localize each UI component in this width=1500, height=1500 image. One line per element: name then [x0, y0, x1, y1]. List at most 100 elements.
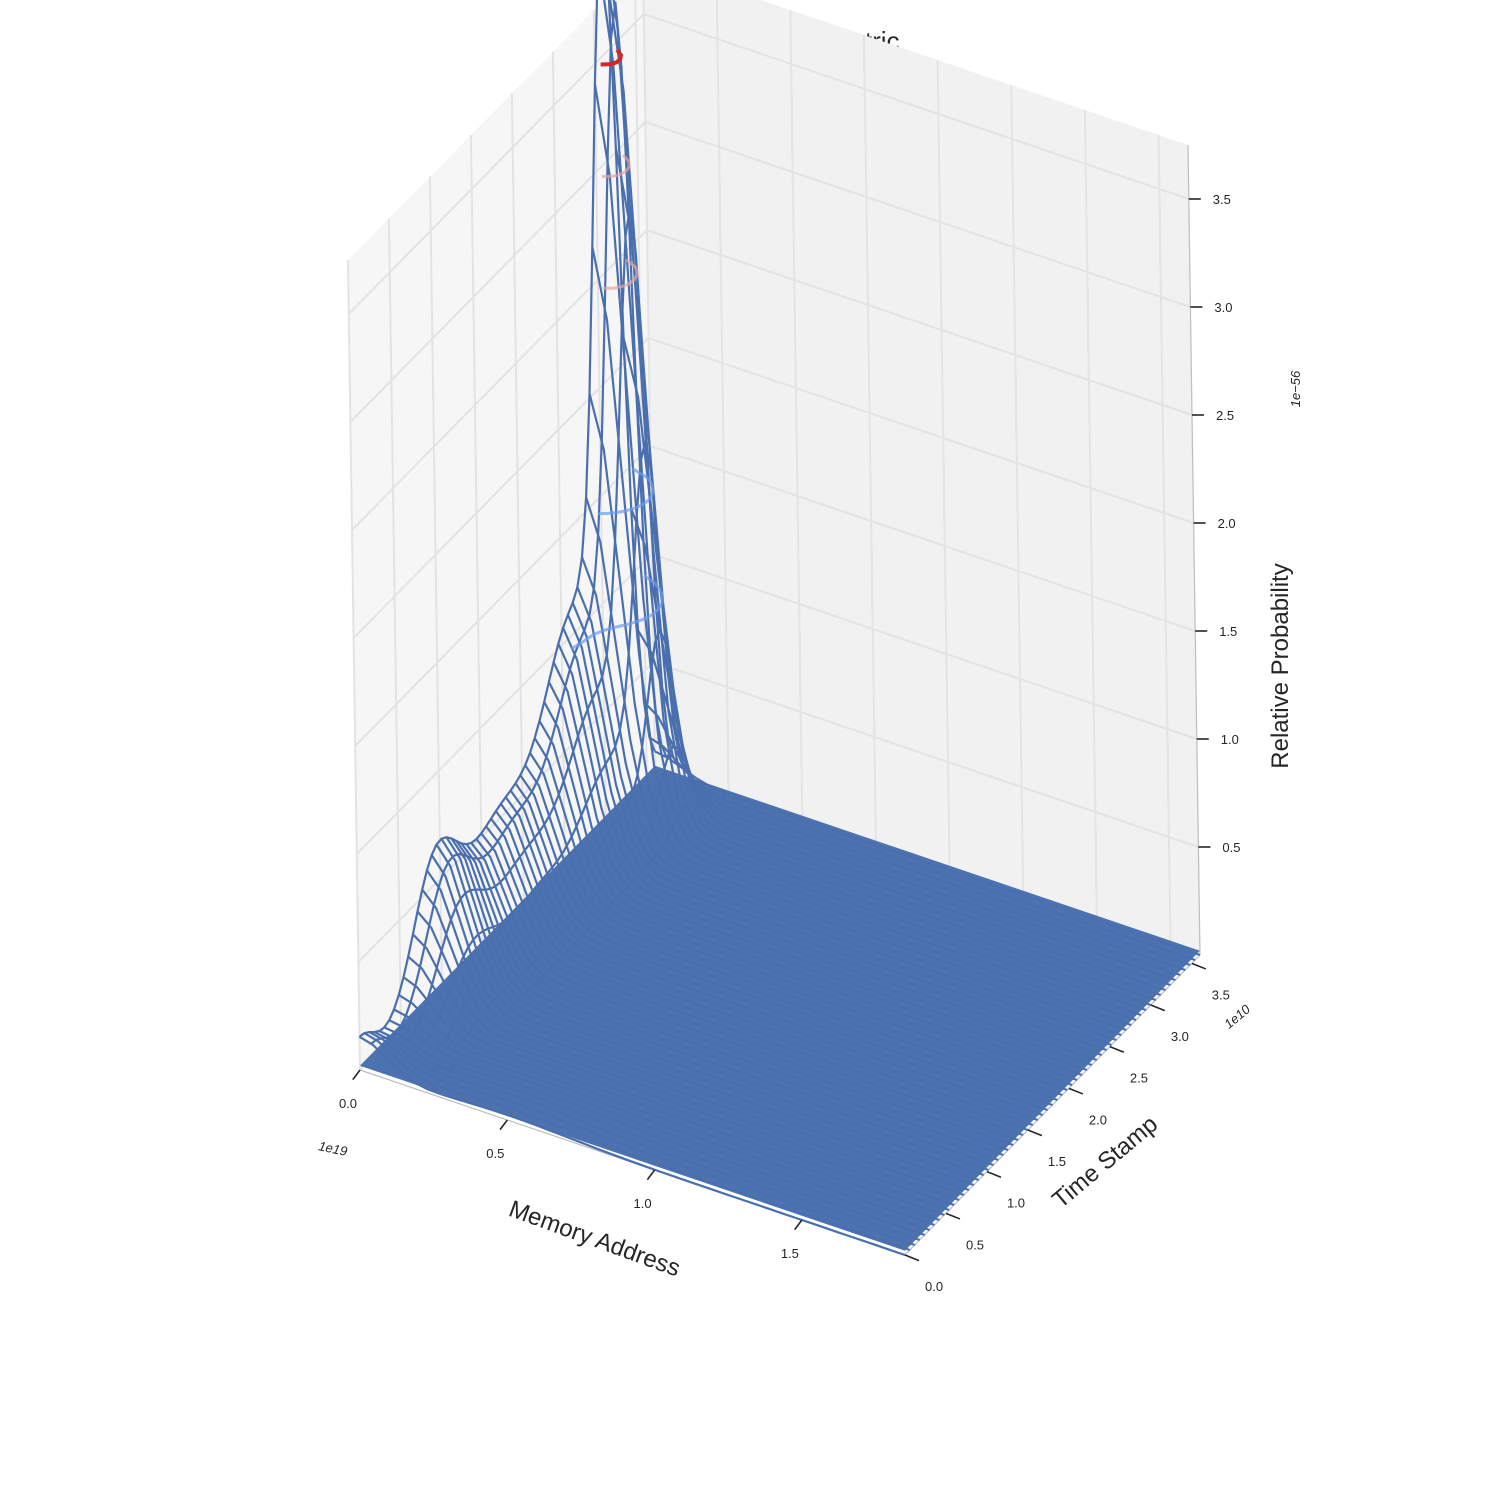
surface-wire-y: [591, 246, 1147, 1012]
surface-wire-y: [538, 720, 1088, 1072]
contour-line: [597, 467, 655, 516]
y-tick-tick: [1068, 1087, 1084, 1095]
contour-line: [600, 48, 624, 67]
z-gridline: [356, 552, 1198, 855]
y-tick-label: 2.0: [1089, 1112, 1107, 1127]
x-tick-label: 1.5: [781, 1246, 799, 1261]
surface-wire-y: [465, 843, 1014, 1147]
x-gridline: [1157, 134, 1172, 946]
z-axis-label: Relative Probability: [1267, 563, 1294, 768]
y-tick-tick: [986, 1170, 1002, 1179]
surface-wire-y: [363, 1032, 911, 1252]
surface-wire-y: [490, 818, 1039, 1122]
x-tick-label: 0.0: [339, 1096, 357, 1111]
x-gridline: [936, 59, 951, 871]
contour-line: [602, 154, 631, 179]
x-gridline: [1083, 109, 1098, 921]
surface-wire-y: [614, 147, 1171, 987]
surface-wire-y: [529, 752, 1078, 1082]
surface-wire-y: [622, 337, 1176, 982]
y-tick-tick: [1109, 1045, 1125, 1054]
surface-wire-y: [519, 774, 1068, 1092]
z-gridline: [352, 336, 1194, 639]
x-tick-label: 1.0: [634, 1196, 652, 1211]
surface-wire-y: [504, 796, 1053, 1107]
surface-wire-y: [562, 627, 1112, 1047]
surface-wire-y: [643, 701, 1191, 967]
surface-wire-y: [398, 994, 945, 1217]
z-tick-label: 0.5: [1222, 840, 1240, 855]
surface-wire-x: [429, 792, 727, 1092]
surface-wire-y: [416, 910, 965, 1197]
surface-wire-y: [499, 803, 1048, 1112]
surface-wire-y: [580, 556, 1132, 1027]
z-tick-label: 2.0: [1218, 516, 1236, 531]
surface-wire-x: [394, 440, 691, 1068]
z-tick-label: 3.5: [1213, 192, 1231, 207]
surface-wire-y: [593, 83, 1152, 1007]
contour-line: [602, 258, 639, 290]
z-tick-label: 1.0: [1221, 732, 1239, 747]
x-offset-label: 1e19: [317, 1138, 348, 1159]
surface-wire-y: [460, 842, 1009, 1152]
x-gridline: [862, 34, 877, 846]
axis-line-2: [1187, 144, 1201, 956]
surface-wire-y: [388, 1019, 935, 1227]
surface-wire-y: [373, 1031, 921, 1242]
x-tick-label: 0.5: [486, 1146, 504, 1161]
x-axis-label: Memory Address: [505, 1195, 683, 1282]
z-gridline: [348, 12, 1190, 315]
z-tick-label: 3.0: [1214, 300, 1232, 315]
surface-wire-y: [603, 0, 1157, 1002]
y-tick-label: 3.5: [1212, 987, 1230, 1002]
surface-wire-x: [370, 1, 668, 1045]
y-gridline: [347, 259, 361, 1071]
surface-wire-y: [435, 843, 985, 1177]
z-tick-label: 1.5: [1219, 624, 1237, 639]
x-gridline: [642, 0, 656, 771]
surface-wire-y: [495, 810, 1044, 1117]
y-gridline: [510, 93, 525, 904]
y-tick-tick: [945, 1212, 961, 1220]
y-offset-label: 1e10: [1221, 1001, 1253, 1032]
x-tick-tick: [646, 1169, 656, 1181]
z-gridline: [349, 120, 1191, 423]
surface-wire-y: [524, 764, 1073, 1087]
surface-wire-y: [612, 0, 1162, 997]
surface-wire-y: [378, 1030, 926, 1237]
surface-wire-x: [418, 745, 715, 1086]
surface-wire-y: [407, 955, 955, 1207]
surface-wire-y: [630, 508, 1181, 977]
surface-wire-y: [383, 1026, 930, 1232]
surface-wire-y: [421, 888, 970, 1192]
y-tick-label: 2.5: [1130, 1071, 1148, 1086]
surface-wire-x: [358, 0, 656, 1038]
surface-wire-y: [358, 1035, 906, 1257]
surface-wire-y: [543, 701, 1093, 1067]
x-gridline: [789, 9, 804, 821]
y-tick-tick: [1150, 1004, 1166, 1012]
surface-wire-y: [430, 854, 980, 1182]
axis-ticks: 0.0 0.5 1.0 1.5 0.0 0.5 1.0 1.5 2.0 2.5 3.0 3.5 0.5 1…: [339, 192, 1241, 1294]
z-offset-label: 1e−56: [1288, 370, 1303, 407]
surface-wire-y: [533, 737, 1083, 1077]
surface-wire-y: [648, 736, 1196, 962]
y-tick-label: 0.5: [966, 1237, 984, 1252]
y-tick-label: 1.0: [1007, 1196, 1025, 1211]
surface-wire-y: [566, 614, 1117, 1042]
x-tick-tick: [499, 1119, 508, 1131]
surface-wire-y: [585, 496, 1137, 1022]
surface-wire-y: [485, 825, 1034, 1127]
surface-wire-y: [440, 838, 989, 1172]
contour-line: [570, 574, 665, 651]
y-tick-tick: [1191, 962, 1207, 970]
y-gridline: [551, 51, 566, 862]
surface-wire-y: [654, 750, 1201, 957]
surface-wire-y: [576, 586, 1127, 1032]
surface-wire-y: [475, 838, 1024, 1137]
surface-wire-y: [557, 643, 1107, 1052]
surface-wire-y: [412, 933, 960, 1202]
surface-wire-y: [402, 976, 950, 1212]
x-gridline: [1010, 84, 1025, 896]
z-gridline: [351, 228, 1193, 531]
